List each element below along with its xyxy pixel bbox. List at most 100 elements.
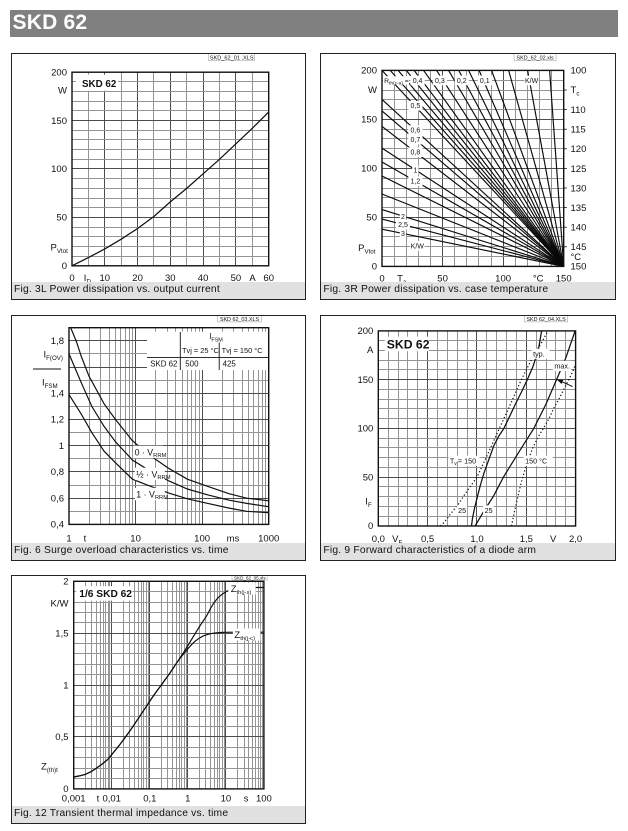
svg-text:145: 145	[571, 242, 587, 253]
svg-text:1,2: 1,2	[411, 179, 421, 186]
svg-text:0,1: 0,1	[143, 794, 156, 805]
svg-text:50: 50	[56, 213, 67, 224]
svg-text:Z(th)t: Z(th)t	[41, 762, 58, 774]
svg-text:SKD 62: SKD 62	[82, 79, 117, 90]
svg-text:0,01: 0,01	[102, 794, 121, 805]
svg-text:130: 130	[571, 183, 587, 194]
svg-text:100: 100	[194, 533, 210, 544]
svg-text:W: W	[368, 85, 377, 96]
svg-text:20: 20	[132, 273, 143, 284]
svg-text:0 · VRRM: 0 · VRRM	[135, 447, 167, 459]
svg-text:50: 50	[438, 274, 449, 285]
svg-text:Tvj= 150: Tvj= 150	[450, 456, 476, 467]
svg-text:1: 1	[59, 440, 64, 451]
svg-text:0: 0	[62, 261, 67, 272]
svg-text:200: 200	[51, 67, 67, 78]
svg-text:SKD_62_05.xls: SKD_62_05.xls	[234, 576, 266, 581]
svg-text:0: 0	[69, 273, 74, 284]
svg-text:s: s	[244, 794, 249, 805]
svg-text:500: 500	[185, 359, 199, 368]
svg-text:25: 25	[458, 506, 466, 515]
svg-text:IFSM: IFSM	[42, 377, 58, 389]
svg-text:2,5: 2,5	[399, 222, 409, 229]
svg-text:VF: VF	[392, 534, 402, 546]
svg-text:K/W: K/W	[51, 599, 69, 610]
svg-text:100: 100	[571, 66, 587, 77]
svg-text:2,0: 2,0	[569, 534, 582, 545]
svg-text:0,8: 0,8	[51, 467, 64, 478]
svg-text:PVtot: PVtot	[51, 243, 69, 255]
svg-text:½ · VRRM: ½ · VRRM	[136, 469, 170, 481]
svg-text:425: 425	[223, 359, 237, 368]
svg-text:25: 25	[485, 506, 493, 515]
svg-text:1: 1	[63, 680, 68, 691]
svg-text:typ.: typ.	[533, 349, 545, 358]
svg-text:Tvj = 25 °C: Tvj = 25 °C	[182, 345, 220, 354]
svg-text:100: 100	[362, 164, 378, 175]
svg-text:110: 110	[571, 105, 586, 116]
svg-text:0: 0	[63, 784, 68, 795]
svg-text:SKD 62: SKD 62	[150, 359, 177, 368]
svg-text:100: 100	[358, 423, 374, 434]
svg-text:150: 150	[571, 262, 587, 273]
svg-text:SKD 62_03.XLS: SKD 62_03.XLS	[220, 316, 260, 322]
svg-text:0,3: 0,3	[435, 78, 445, 85]
svg-text:0,6: 0,6	[411, 128, 421, 135]
svg-text:0,7: 0,7	[411, 137, 421, 144]
svg-text:1: 1	[414, 167, 418, 174]
svg-text:1: 1	[66, 533, 71, 544]
svg-text:2: 2	[401, 214, 405, 221]
svg-text:150: 150	[556, 274, 572, 285]
svg-text:W: W	[58, 85, 67, 96]
svg-text:1 · VRRM: 1 · VRRM	[136, 489, 168, 501]
svg-text:10: 10	[221, 794, 232, 805]
svg-text:0,5: 0,5	[55, 732, 68, 743]
svg-text:SKD 62_04.XLS: SKD 62_04.XLS	[527, 316, 567, 322]
svg-text:1,4: 1,4	[51, 388, 64, 399]
svg-text:30: 30	[165, 273, 176, 284]
svg-text:135: 135	[571, 203, 587, 214]
svg-text:0,4: 0,4	[51, 519, 64, 530]
svg-text:SKD_62_02.xls: SKD_62_02.xls	[517, 56, 554, 62]
svg-text:max.: max.	[555, 361, 571, 370]
svg-text:3: 3	[401, 231, 405, 238]
svg-text:150: 150	[362, 115, 378, 126]
svg-text:ID: ID	[84, 273, 92, 285]
svg-text:50: 50	[363, 472, 374, 483]
svg-text:0,2: 0,2	[457, 78, 467, 85]
svg-text:A: A	[367, 345, 374, 356]
svg-text:150: 150	[51, 116, 67, 127]
svg-text:115: 115	[571, 125, 586, 136]
svg-text:100: 100	[496, 274, 512, 285]
svg-text:PVtot: PVtot	[358, 243, 376, 255]
svg-text:SKD_62_01 .XLS: SKD_62_01 .XLS	[210, 56, 254, 62]
svg-text:SKD 62: SKD 62	[387, 337, 430, 351]
svg-text:0,8: 0,8	[411, 150, 421, 157]
svg-text:0,4: 0,4	[413, 78, 423, 85]
svg-text:0,5: 0,5	[411, 103, 421, 110]
svg-text:°C: °C	[571, 252, 582, 263]
svg-text:K/W: K/W	[525, 78, 539, 85]
svg-text:Tc: Tc	[571, 85, 580, 97]
svg-text:125: 125	[571, 164, 587, 175]
svg-text:1,8: 1,8	[51, 336, 64, 347]
svg-text:1000: 1000	[258, 533, 279, 544]
svg-text:K/W: K/W	[411, 243, 425, 250]
svg-text:200: 200	[362, 66, 378, 77]
svg-text:120: 120	[571, 144, 587, 155]
svg-text:50: 50	[231, 273, 242, 284]
svg-text:A: A	[249, 273, 256, 284]
svg-text:V: V	[550, 534, 557, 545]
svg-text:°C: °C	[533, 274, 544, 285]
svg-text:0,1: 0,1	[480, 78, 490, 85]
svg-text:IF: IF	[366, 496, 373, 508]
svg-text:0,6: 0,6	[51, 493, 64, 504]
svg-text:ms: ms	[227, 533, 240, 544]
svg-text:IFSM: IFSM	[209, 332, 223, 343]
svg-text:60: 60	[263, 273, 274, 284]
svg-text:0: 0	[368, 521, 373, 532]
svg-text:Rth(c-a) =: Rth(c-a) =	[384, 78, 409, 87]
svg-text:0,5: 0,5	[421, 534, 434, 545]
svg-text:150: 150	[358, 374, 374, 385]
svg-text:1,2: 1,2	[51, 414, 64, 425]
